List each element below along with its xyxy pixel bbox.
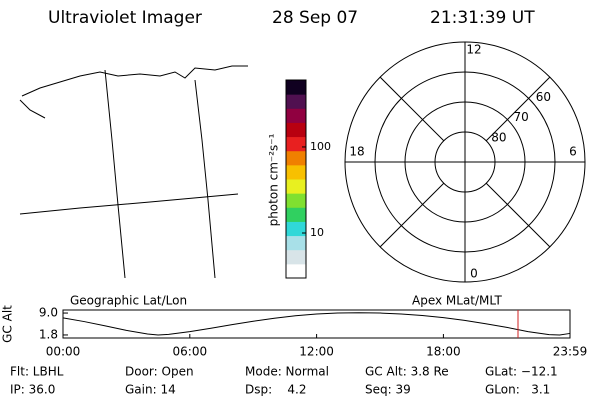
info-field: Door: Open — [125, 365, 194, 379]
mlt-label: 12 — [466, 43, 481, 57]
map — [19, 65, 248, 279]
colorbar-segment — [286, 221, 306, 237]
lat-ring-label: 70 — [513, 110, 528, 124]
info-field: Seq: 39 — [365, 383, 411, 397]
polar-diagonal — [379, 76, 445, 142]
colorbar-segment — [286, 94, 306, 109]
colorbar-segment — [286, 80, 306, 95]
info-field: GLon: 3.1 — [485, 383, 550, 397]
x-tick-label: 00:00 — [46, 345, 81, 359]
colorbar-tick-label: 10 — [310, 226, 324, 239]
map-label: Geographic Lat/Lon — [70, 294, 187, 308]
y-tick-label: 1.8 — [39, 327, 58, 341]
altitude-line — [62, 312, 571, 336]
colorbar-segment — [286, 150, 306, 166]
colorbar-segment — [286, 207, 306, 222]
date: 28 Sep 07 — [272, 8, 358, 28]
colorbar-tick-label: 100 — [310, 140, 331, 153]
lat-ring-label: 60 — [536, 90, 551, 104]
colorbar-segment — [286, 263, 306, 279]
meridian — [104, 69, 126, 279]
y-axis-label: GC Alt — [1, 305, 15, 343]
polar-diagonal — [485, 76, 551, 142]
mlt-label: 18 — [349, 145, 364, 159]
title: Ultraviolet Imager — [48, 8, 202, 28]
x-tick-label: 06:00 — [173, 345, 208, 359]
colorbar-segment — [286, 108, 306, 123]
info-field: GC Alt: 3.8 Re — [365, 365, 449, 379]
mlt-label: 0 — [470, 267, 478, 281]
colorbar-segment — [286, 179, 306, 194]
info-field: Gain: 14 — [125, 383, 176, 397]
x-tick-label: 23:59 — [553, 345, 588, 359]
colorbar-segment — [286, 164, 306, 180]
colorbar-segment — [286, 249, 306, 265]
lat-ring-label: 80 — [491, 130, 506, 144]
info-field: Flt: LBHL — [10, 365, 64, 379]
polar-label: Apex MLat/MLT — [412, 294, 502, 308]
coastline — [21, 65, 248, 97]
colorbar-segment — [286, 122, 306, 138]
info-field: Mode: Normal — [245, 365, 329, 379]
colorbar-segment — [286, 193, 306, 208]
info-field: IP: 36.0 — [10, 383, 55, 397]
parallel — [19, 193, 239, 215]
colorbar-segment — [286, 136, 306, 152]
time: 21:31:39 UT — [430, 8, 535, 28]
y-tick-label: 9.0 — [39, 306, 58, 320]
polar-diagonal — [485, 182, 551, 248]
colorbar-segment — [286, 235, 306, 251]
x-tick-label: 12:00 — [299, 345, 334, 359]
meridian — [194, 79, 216, 279]
colorbar-label: photon cm⁻²s⁻¹ — [267, 133, 281, 226]
coastline — [19, 99, 46, 119]
polar-diagonal — [379, 182, 445, 248]
info-field: Dsp: 4.2 — [245, 383, 307, 397]
x-tick-label: 18:00 — [426, 345, 461, 359]
mlt-label: 6 — [569, 145, 577, 159]
colorbar-frame — [285, 79, 307, 279]
info-field: GLat: −12.1 — [485, 365, 558, 379]
